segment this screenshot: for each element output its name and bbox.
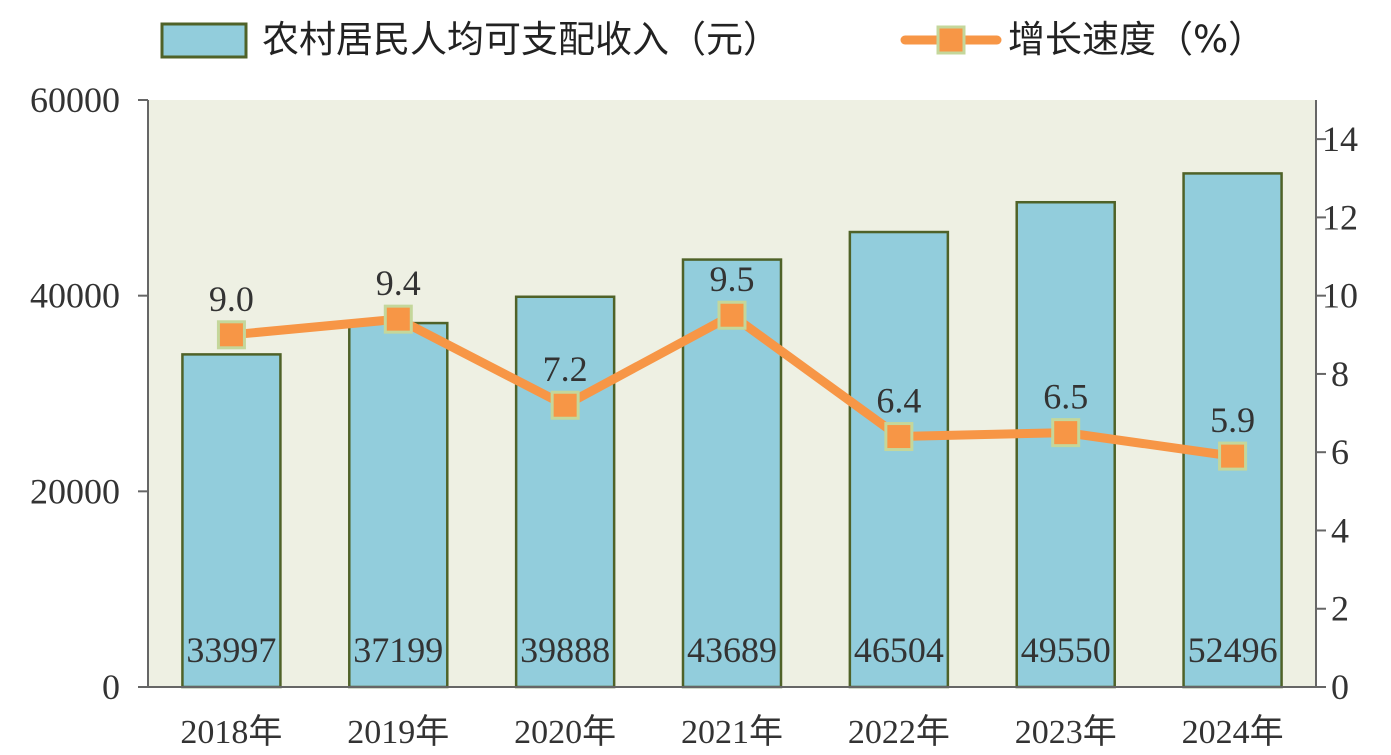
right-axis-tick-label: 12 bbox=[1322, 197, 1358, 237]
right-axis-tick-label: 14 bbox=[1322, 119, 1358, 159]
left-axis-tick-label: 60000 bbox=[30, 80, 120, 120]
bars bbox=[181, 172, 1283, 689]
x-axis-tick-label: 2020年 bbox=[514, 713, 616, 751]
income-bar-value-label: 52496 bbox=[1188, 630, 1278, 670]
right-axis-tick-label: 6 bbox=[1331, 432, 1349, 472]
income-bar bbox=[1182, 172, 1283, 689]
x-axis-labels: 2018年 2019年 2020年 2021年 2022年 2023年 2024年 bbox=[180, 713, 1283, 751]
x-axis-tick-label: 2018年 bbox=[180, 713, 282, 751]
income-bar-value-label: 33997 bbox=[186, 630, 276, 670]
legend-bar-label: 农村居民人均可支配收入（元） bbox=[262, 18, 780, 61]
legend-bar-swatch bbox=[160, 22, 248, 59]
income-bar bbox=[514, 295, 616, 689]
income-bar bbox=[848, 230, 950, 689]
growth-rate-marker bbox=[1051, 418, 1081, 448]
right-axis-tick-label: 8 bbox=[1331, 354, 1349, 394]
left-axis-tick-label: 0 bbox=[102, 667, 120, 707]
x-axis-tick-label: 2022年 bbox=[848, 713, 950, 751]
legend: 农村居民人均可支配收入（元） 增长速度（%） bbox=[160, 18, 1265, 61]
growth-rate-marker bbox=[717, 300, 747, 330]
growth-value-labels: 9.0 9.4 7.2 9.5 6.4 6.5 5.9 bbox=[209, 259, 1255, 440]
x-axis-tick-label: 2021年 bbox=[681, 713, 783, 751]
income-bar-value-label: 39888 bbox=[520, 630, 610, 670]
bar-value-labels: 33997 37199 39888 43689 46504 49550 52496 bbox=[186, 630, 1277, 670]
left-axis: 0 20000 40000 60000 bbox=[30, 80, 149, 707]
income-bar-value-label: 43689 bbox=[687, 630, 777, 670]
growth-rate-value-label: 6.4 bbox=[876, 381, 921, 421]
growth-rate-marker bbox=[1218, 441, 1248, 471]
income-bar bbox=[681, 258, 783, 689]
x-axis-tick-label: 2019年 bbox=[347, 713, 449, 751]
growth-rate-marker bbox=[383, 304, 413, 334]
right-axis-tick-label: 2 bbox=[1331, 589, 1349, 629]
growth-rate-marker bbox=[884, 422, 914, 452]
income-bar-value-label: 49550 bbox=[1021, 630, 1111, 670]
growth-rate-value-label: 6.5 bbox=[1043, 377, 1088, 417]
income-bar bbox=[181, 353, 282, 689]
income-bar-value-label: 37199 bbox=[353, 630, 443, 670]
left-axis-tick-label: 20000 bbox=[30, 471, 120, 511]
growth-rate-value-label: 5.9 bbox=[1210, 400, 1255, 440]
growth-rate-value-label: 9.4 bbox=[376, 263, 421, 303]
right-axis-tick-label: 0 bbox=[1331, 667, 1349, 707]
growth-rate-marker bbox=[216, 320, 246, 350]
right-axis-tick-label: 4 bbox=[1331, 510, 1349, 550]
right-axis: 0 2 4 6 8 10 12 14 bbox=[1315, 100, 1358, 707]
growth-rate-marker bbox=[550, 390, 580, 420]
growth-line-layer bbox=[216, 300, 1248, 471]
legend-line-marker bbox=[936, 25, 966, 55]
growth-rate-value-label: 9.5 bbox=[710, 259, 755, 299]
growth-rate-value-label: 9.0 bbox=[209, 279, 254, 319]
right-axis-tick-label: 10 bbox=[1322, 276, 1358, 316]
x-axis-tick-label: 2024年 bbox=[1182, 713, 1284, 751]
growth-rate-value-label: 7.2 bbox=[543, 349, 588, 389]
income-bar-value-label: 46504 bbox=[854, 630, 944, 670]
legend-line-label: 增长速度（%） bbox=[1008, 18, 1265, 61]
left-axis-tick-label: 40000 bbox=[30, 276, 120, 316]
x-axis-tick-label: 2023年 bbox=[1015, 713, 1117, 751]
